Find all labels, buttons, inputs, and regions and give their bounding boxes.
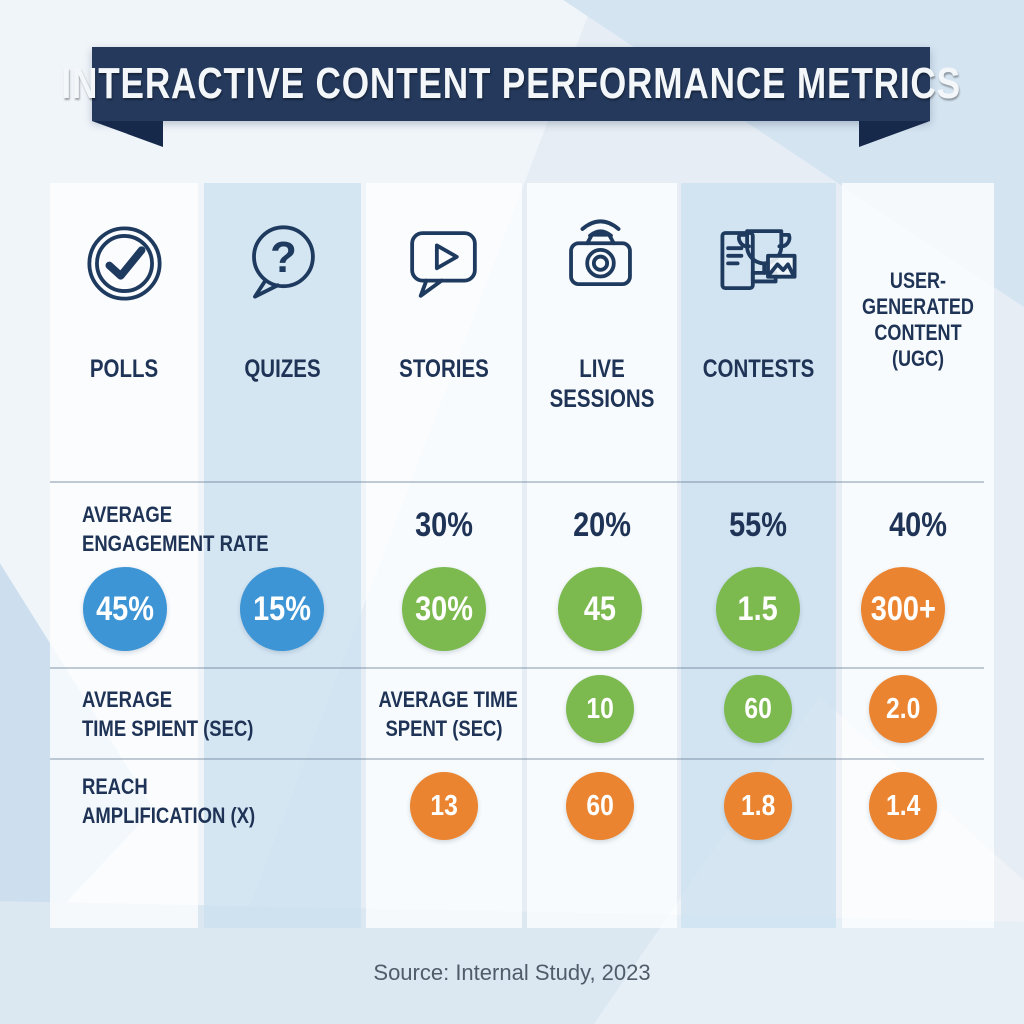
- banner-fold-left: [92, 121, 163, 147]
- column-strip-polls: [50, 183, 198, 928]
- value-badge-engagement-ugc: 300+: [861, 567, 945, 651]
- column-header-ugc: USER-GENERATED CONTENT (UGC): [862, 268, 974, 371]
- value-badge-time-contests: 60: [724, 675, 792, 743]
- value-badge-engagement-contests: 1.5: [716, 567, 800, 651]
- metric-label-engagement: AVERAGE ENGAGEMENT RATE: [82, 502, 269, 556]
- value-text-engagement-live: 20%: [573, 506, 631, 544]
- page-title: INTERACTIVE CONTENT PERFORMANCE METRICS: [61, 59, 961, 108]
- column-header-quizes: QUIZES: [244, 355, 321, 383]
- banner-fold-right: [859, 121, 930, 147]
- value-text-engagement-contests: 55%: [729, 506, 788, 544]
- play-bubble-icon: [396, 216, 491, 311]
- row-divider: [50, 758, 984, 760]
- trophy-icon: [711, 214, 806, 309]
- row-divider: [50, 481, 984, 483]
- column-header-contests: CONTESTS: [702, 355, 815, 383]
- column-header-stories: STORIES: [399, 355, 489, 383]
- metric-label-time-spent: AVERAGE TIME SPIENT (SEC): [82, 687, 254, 741]
- value-badge-reach-ugc: 1.4: [869, 772, 937, 840]
- check-circle-icon: [77, 216, 172, 311]
- column-strip-quizes: [204, 183, 361, 928]
- question-bubble-icon: ?: [235, 214, 330, 309]
- value-badge-engagement-stories: 30%: [402, 567, 486, 651]
- metric-label-reach: REACH AMPLIFICATION (X): [82, 774, 256, 828]
- source-note: Source: Internal Study, 2023: [373, 960, 651, 985]
- value-text-engagement-ugc: 40%: [889, 506, 947, 544]
- value-badge-engagement-quizes: 15%: [240, 567, 324, 651]
- metric-label-time-spent-stories: AVERAGE TIME SPENT (SEC): [378, 687, 518, 741]
- title-banner: INTERACTIVE CONTENT PERFORMANCE METRICS: [61, 47, 960, 121]
- value-text-engagement-stories: 30%: [415, 506, 473, 544]
- live-camera-icon: [553, 210, 648, 305]
- value-badge-time-live: 10: [566, 675, 634, 743]
- value-badge-reach-stories: 13: [410, 772, 478, 840]
- column-header-live-sessions: LIVE SESSIONS: [549, 355, 655, 413]
- value-badge-engagement-live: 45: [558, 567, 642, 651]
- row-divider: [50, 667, 984, 669]
- value-badge-engagement-polls: 45%: [83, 567, 167, 651]
- value-badge-time-ugc: 2.0: [869, 675, 937, 743]
- column-header-polls: POLLS: [89, 355, 159, 383]
- svg-text:?: ?: [270, 233, 297, 282]
- value-badge-reach-contests: 1.8: [724, 772, 792, 840]
- value-badge-reach-live: 60: [566, 772, 634, 840]
